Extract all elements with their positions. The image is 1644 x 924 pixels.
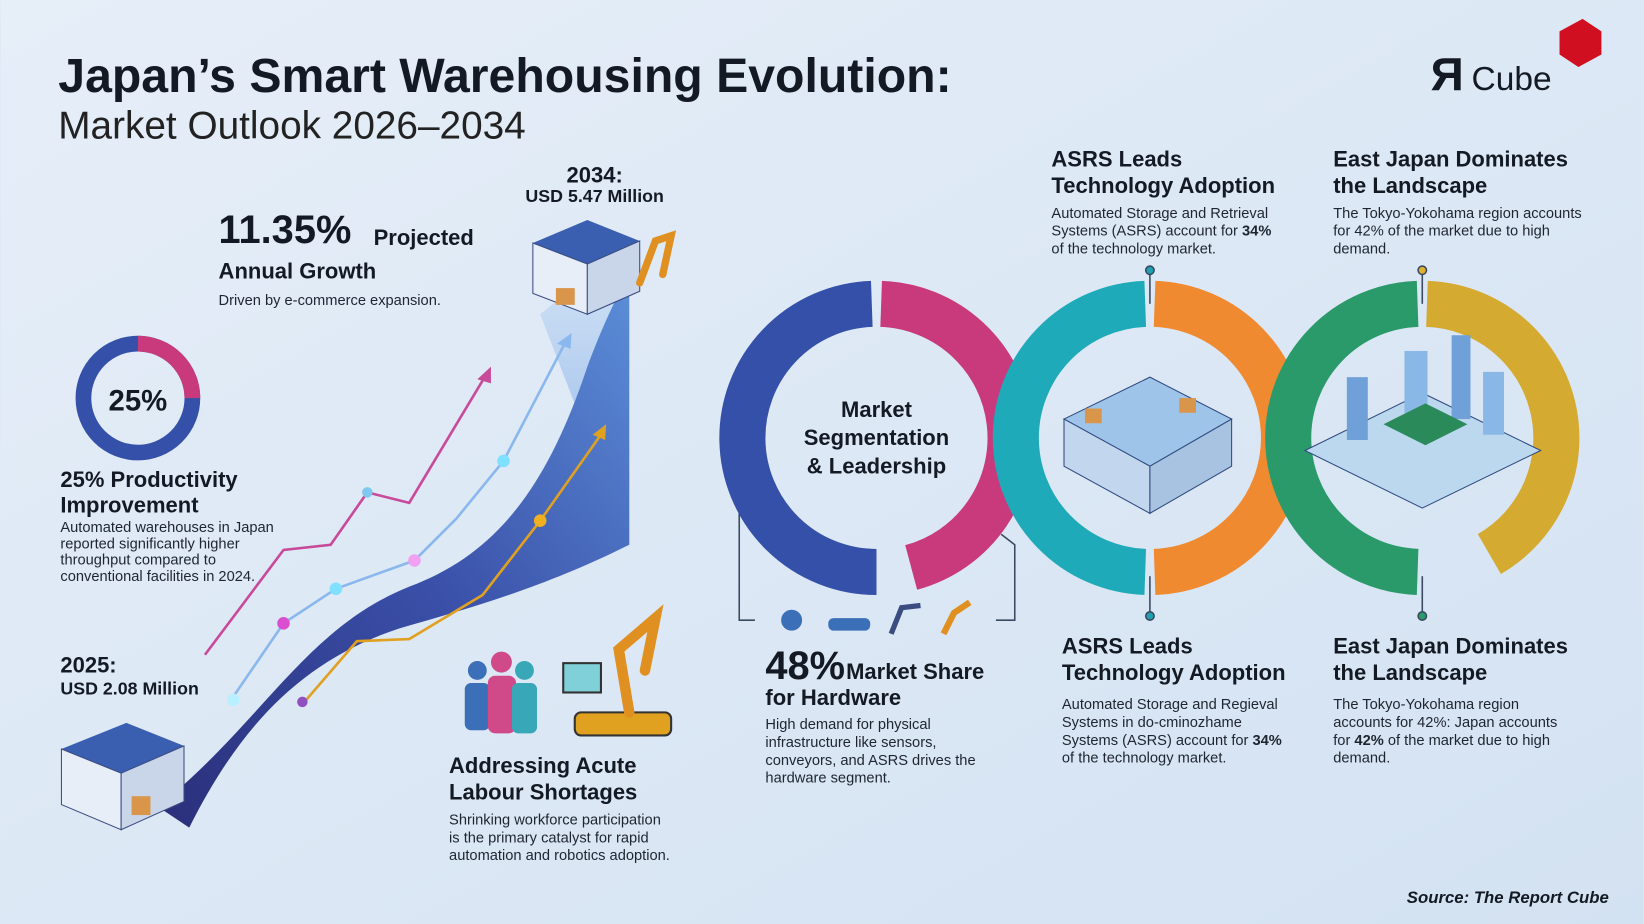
east-bottom-title: East Japan Dominates (1333, 634, 1568, 659)
asrs-top-title: ASRS Leads (1051, 147, 1182, 172)
subtitle: Market Outlook 2026–2034 (58, 104, 525, 147)
hardware-desc: infrastructure like sensors, (765, 735, 936, 751)
hardware-desc: conveyors, and ASRS drives the (765, 753, 975, 769)
end-year: 2034: (567, 162, 623, 187)
hardware-desc: High demand for physical (765, 717, 930, 733)
asrs-top-desc: of the technology market. (1051, 242, 1216, 258)
growth-rate: 11.35% (219, 208, 352, 252)
productivity-title: Improvement (60, 492, 199, 517)
bold-figure: 34% (1252, 733, 1281, 749)
trend-dots (226, 454, 547, 708)
text-run: for (1333, 733, 1354, 749)
warehouse-end (532, 220, 677, 316)
east-bottom-desc: for 42% of the market due to high (1333, 733, 1550, 749)
asrs-bottom-desc: Systems in do-cminozhame (1062, 715, 1242, 731)
labour-desc: Shrinking workforce participation (449, 812, 661, 828)
hardware-icons (781, 599, 972, 636)
asrs-bottom-desc: Automated Storage and Regieval (1062, 697, 1278, 713)
east-bottom-desc: accounts for 42%: Japan accounts (1333, 715, 1557, 731)
start-value: USD 2.08 Million (60, 679, 198, 699)
text-run: of the market due to high (1384, 733, 1550, 749)
title: Japan’s Smart Warehousing Evolution: (58, 49, 951, 103)
text-layer: 25%Japan’s Smart Warehousing Evolution:M… (58, 18, 1609, 907)
growth-note: Driven by e-commerce expansion. (219, 293, 441, 309)
source: Source: The Report Cube (1407, 888, 1609, 907)
warehouse-start (60, 722, 185, 831)
east-top-desc: demand. (1333, 242, 1390, 258)
segmentation-rings (719, 280, 1580, 596)
ring-segment (992, 280, 1147, 595)
hardware-share-text: Market Share (846, 659, 984, 684)
hardware-share: 48% (765, 644, 845, 688)
growth-rate-text: Projected (374, 225, 474, 250)
bold-figure: 34% (1242, 224, 1271, 240)
ring-segment (1425, 280, 1580, 574)
start-year: 2025: (60, 653, 116, 678)
east-top-title: the Landscape (1333, 173, 1487, 198)
productivity-desc: reported significantly higher (60, 536, 239, 552)
connector-lines (738, 265, 1428, 621)
ring-segment (719, 280, 877, 596)
hardware-desc: hardware segment. (765, 771, 890, 787)
asrs-top-title: Technology Adoption (1051, 173, 1275, 198)
segmentation-title: Segmentation (804, 425, 949, 450)
east-top-title: East Japan Dominates (1333, 147, 1568, 172)
east-bottom-desc: demand. (1333, 751, 1390, 767)
labour-title: Labour Shortages (449, 779, 637, 804)
text-run: Systems (ASRS) account for (1062, 733, 1253, 749)
east-top-desc: for 42% of the market due to high (1333, 224, 1550, 240)
east-top-desc: The Tokyo-Yokohama region accounts (1333, 206, 1582, 222)
productivity-desc: Automated warehouses in Japan (60, 520, 273, 536)
segmentation-title: & Leadership (807, 454, 946, 479)
logo-cube (1559, 18, 1602, 68)
labour-desc: is the primary catalyst for rapid (449, 830, 649, 846)
productivity-desc: throughput compared to (60, 553, 216, 569)
bold-figure: 42% (1354, 733, 1383, 749)
segmentation-title: Market (841, 397, 913, 422)
productivity-title: 25% Productivity (60, 467, 238, 492)
ring-segment (1265, 280, 1419, 595)
productivity-desc: conventional facilities in 2024. (60, 569, 255, 585)
east-bottom-desc: The Tokyo-Yokohama region (1333, 697, 1519, 713)
trend-arrowheads (477, 333, 607, 440)
logo-text: Cube (1472, 61, 1552, 98)
hardware-line: for Hardware (765, 685, 901, 710)
labour-desc: automation and robotics adoption. (449, 848, 670, 864)
city-icon (1303, 335, 1542, 509)
asrs-bottom-title: ASRS Leads (1062, 634, 1193, 659)
asrs-bottom-desc: of the technology market. (1062, 751, 1227, 767)
asrs-top-desc: Automated Storage and Retrieval (1051, 206, 1268, 222)
robot-arm-icon (562, 604, 673, 737)
ring-label: 25% (109, 385, 168, 418)
growth-line: Annual Growth (219, 259, 377, 284)
text-run: Systems (ASRS) account for (1051, 224, 1242, 240)
storage-rack-icon (1062, 376, 1233, 515)
end-value: USD 5.47 Million (525, 186, 663, 206)
workers-icon (464, 651, 538, 734)
asrs-top-desc: Systems (ASRS) account for 34% (1051, 224, 1271, 240)
growth-ribbon (157, 272, 630, 828)
east-bottom-title: the Landscape (1333, 660, 1487, 685)
asrs-bottom-desc: Systems (ASRS) account for 34% (1062, 733, 1282, 749)
ring-value-arc (137, 335, 201, 399)
labour-title: Addressing Acute (449, 753, 636, 778)
logo-mark: Я (1431, 48, 1464, 100)
asrs-bottom-title: Technology Adoption (1062, 660, 1286, 685)
